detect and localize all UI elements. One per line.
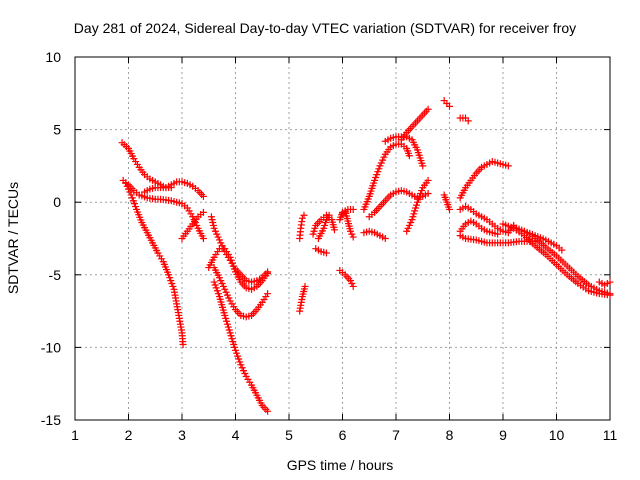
series-arc-26 [440,191,453,213]
x-tick-label: 3 [178,427,186,443]
x-tick-label: 6 [339,427,347,443]
data-point [330,226,338,234]
series-arc-3 [122,179,187,348]
data-point [424,105,432,113]
series-arc-8 [210,264,272,321]
x-tick-label: 1 [71,427,79,443]
y-axis-label: SDTVAR / TECUs [5,182,21,294]
series-arc-13 [312,245,330,257]
data-point [446,102,453,110]
series-arc-2 [119,176,207,242]
y-tick-label: -10 [41,339,61,355]
series-arc-18 [360,140,413,213]
series-arc-22 [403,176,432,235]
series-arc-33 [520,227,566,254]
series-arc-23 [397,105,432,144]
series-arc-7 [207,213,272,286]
data-point [405,152,413,160]
series-arc-31 [510,223,614,298]
data-point [464,117,472,125]
series-arc-20 [365,187,432,221]
series-arc-9 [210,278,272,415]
data-point [300,211,308,219]
data-point [325,211,333,219]
series-arc-17 [339,205,357,218]
data-point [264,290,272,298]
data-point [606,278,614,286]
y-tick-label: -15 [41,412,61,428]
data-point [606,291,614,299]
data-point [558,246,566,254]
series-arc-25 [456,114,472,125]
x-tick-label: 4 [232,427,240,443]
data-point [301,282,309,290]
series-arc-24 [440,97,453,110]
y-tick-label: 10 [45,49,61,65]
data-point [446,205,453,213]
x-tick-label: 10 [549,427,565,443]
data-point [264,407,272,415]
y-tick-label: 0 [53,194,61,210]
series-arc-4 [141,178,207,200]
x-tick-label: 11 [603,427,618,443]
data-point [199,235,207,242]
series-arc-27 [456,158,512,202]
x-tick-label: 2 [125,427,133,443]
series-arc-21 [360,227,389,242]
data-point [424,176,432,184]
data-point [349,282,357,290]
x-tick-label: 8 [446,427,454,443]
x-tick-label: 5 [285,427,293,443]
series-arc-15 [336,266,357,290]
x-tick-label: 7 [392,427,400,443]
y-tick-label: 5 [53,122,61,138]
x-tick-label: 9 [499,427,507,443]
series-arc-14 [314,211,333,242]
axis-ticks: 1 2 3 4 5 6 7 8 9 10 11 10 5 0 -5 -10 -15 [41,49,618,443]
series-arc-32 [499,220,614,299]
data-point [199,208,207,216]
data-point [349,233,357,241]
series-arc-34 [595,278,614,289]
data-point [199,192,207,200]
series-arc-5 [178,208,207,242]
data-point [264,268,272,276]
data-marks [118,97,614,415]
series-arc-10 [296,282,309,315]
series-arc-11 [296,211,308,242]
data-point [322,249,330,257]
data-point [419,162,427,170]
x-axis-label: GPS time / hours [287,457,394,473]
data-point [349,205,357,213]
chart-title: Day 281 of 2024, Sidereal Day-to-day VTE… [74,20,576,36]
y-tick-label: -5 [49,267,62,283]
data-point [381,235,389,242]
data-point [504,162,512,170]
data-point [179,340,187,348]
data-point [424,189,432,197]
